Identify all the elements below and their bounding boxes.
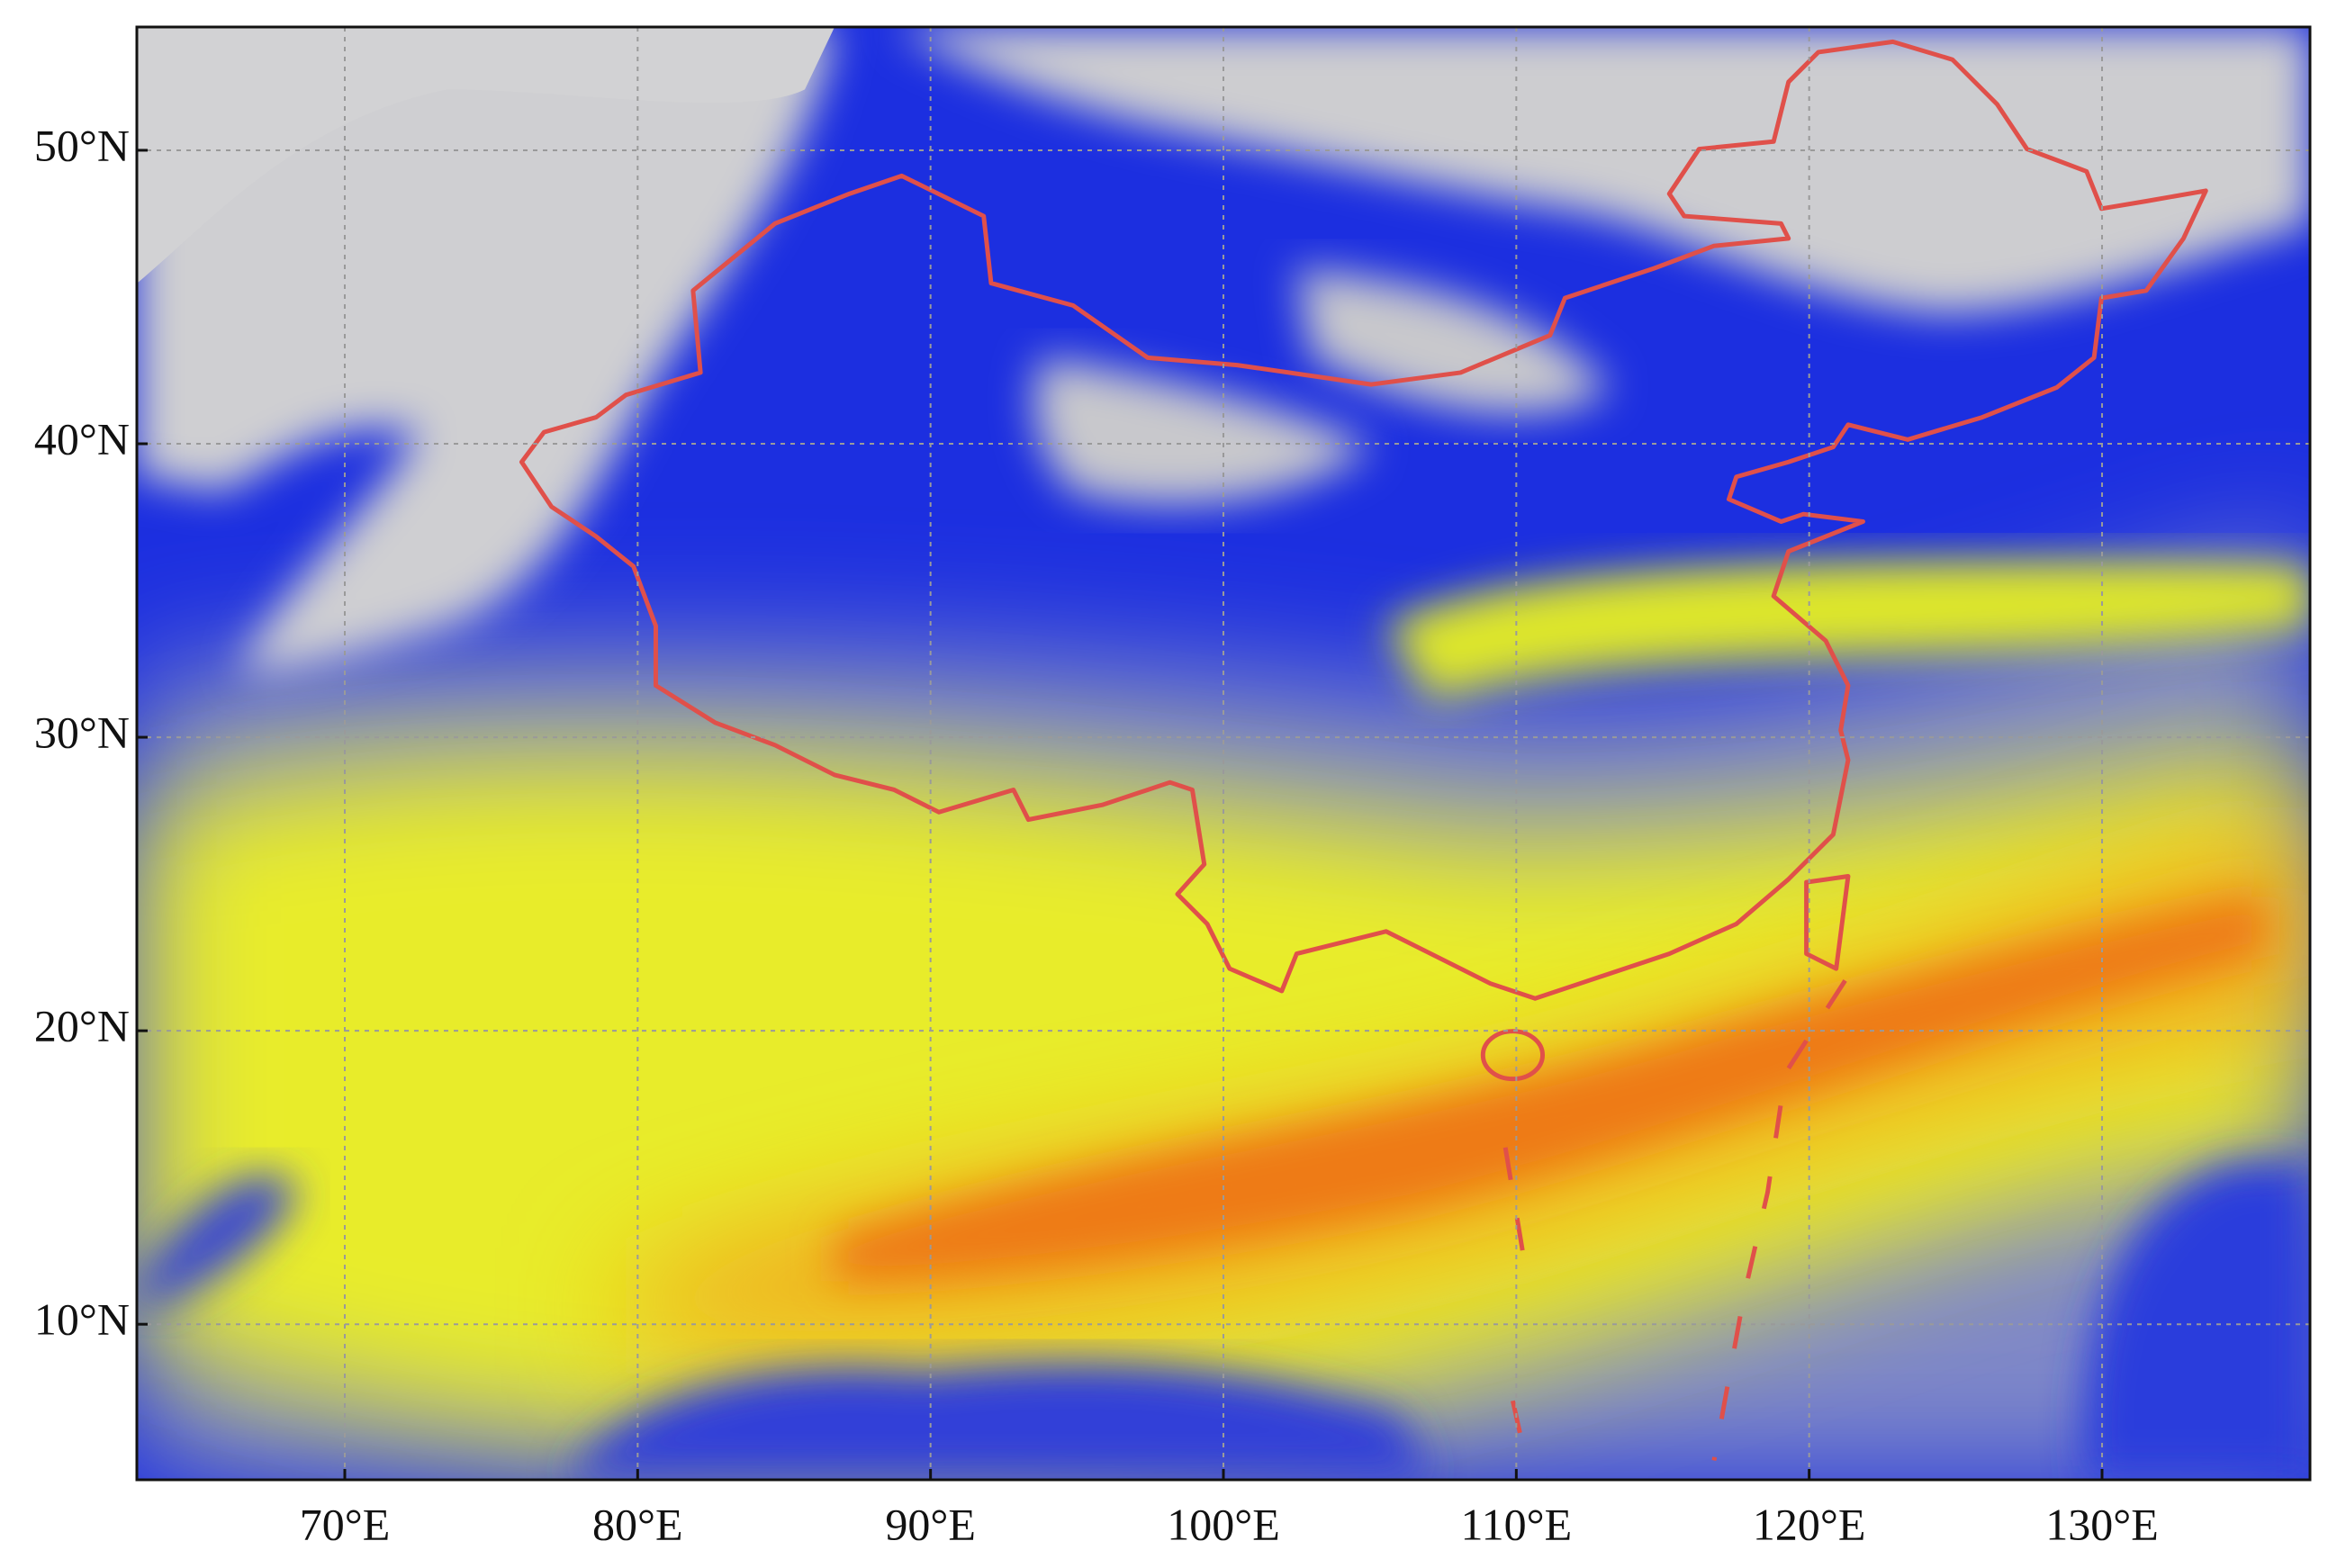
y-tick-label: 10°N bbox=[34, 1294, 130, 1345]
y-tick-label: 30°N bbox=[34, 707, 130, 758]
x-tick-label: 130°E bbox=[2045, 1499, 2159, 1549]
graticule bbox=[137, 27, 2310, 1480]
x-tick-label: 90°E bbox=[885, 1499, 976, 1549]
x-tick-label: 100°E bbox=[1167, 1499, 1280, 1549]
x-tick-label: 70°E bbox=[300, 1499, 391, 1549]
x-tick-label: 120°E bbox=[1753, 1499, 1866, 1549]
y-tick-label: 20°N bbox=[34, 1001, 130, 1051]
x-tick-label: 80°E bbox=[592, 1499, 683, 1549]
y-tick-label: 50°N bbox=[34, 120, 130, 170]
x-tick-label: 110°E bbox=[1460, 1499, 1572, 1549]
y-tick-label: 40°N bbox=[34, 413, 130, 464]
